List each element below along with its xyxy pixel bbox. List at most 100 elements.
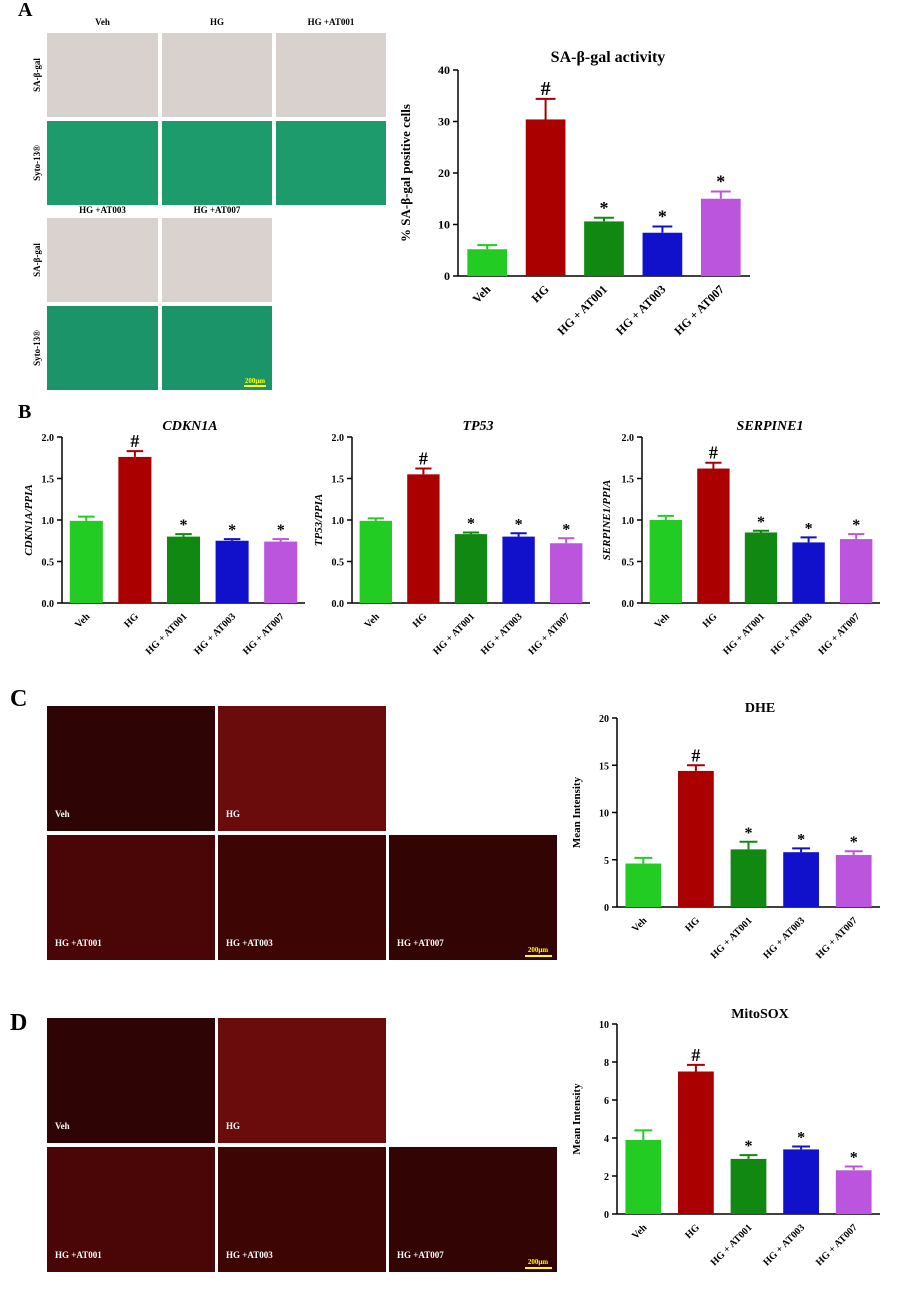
significance-mark: * [805,520,813,537]
x-tick-label: HG + AT001 [555,282,611,338]
micrograph [389,835,557,960]
x-tick-label: HG + AT003 [769,611,815,657]
x-tick-label: Veh [73,611,93,631]
error-bar [686,1063,705,1072]
significance-mark: * [745,825,753,842]
y-axis-label: Mean Intensity [571,776,583,848]
chart-title: DHE [745,701,775,716]
significance-mark: * [852,517,860,534]
chart-title: SA-β-gal activity [551,49,666,66]
significance-mark: # [419,449,428,469]
y-axis-label: Mean Intensity [571,1083,583,1155]
error-bar [652,225,673,233]
panel-label: D [10,1010,27,1036]
y-tick-label: 4 [604,1134,609,1145]
bar [264,541,298,603]
micrograph [276,33,386,117]
x-tick-label: Veh [363,611,383,631]
x-tick-label: HG + AT003 [761,1222,807,1268]
image-label: HG [226,809,240,819]
bar [215,540,249,603]
bar [550,543,583,603]
bar [840,539,873,603]
x-tick-label: HG [701,611,720,630]
x-tick-label: HG + AT001 [709,915,755,961]
significance-mark: * [228,522,236,539]
bar [835,1170,872,1214]
image-label: HG +AT003 [226,1250,273,1260]
x-tick-label: Veh [630,1222,650,1242]
x-tick-label: HG + AT001 [721,611,767,657]
y-tick-label: 1.0 [42,516,55,527]
panel-label: A [18,0,33,21]
micrograph [47,121,158,205]
bar [678,1071,714,1214]
y-axis-label: SERPINE1/PPIA [601,480,613,561]
error-bar [752,529,770,533]
y-tick-label: 0.0 [42,599,55,610]
error-bar [634,856,653,864]
x-tick-label: HG + AT003 [192,611,238,657]
y-axis-label: TP53/PPIA [313,494,325,547]
significance-mark: * [515,516,523,533]
error-bar [792,847,811,853]
image-label: HG +AT001 [55,1250,102,1260]
panel-label: C [10,686,27,712]
bar [625,1139,662,1214]
y-tick-label: 10 [599,809,609,820]
error-bar [477,244,498,250]
micrograph [218,706,386,831]
y-axis-label: % SA-β-gal positive cells [398,104,413,242]
bar [783,852,819,907]
error-bar [535,97,556,120]
y-tick-label: 8 [604,1058,609,1069]
y-tick-label: 15 [599,761,609,772]
error-bar [634,1129,653,1140]
y-tick-label: 0.5 [332,558,345,569]
y-tick-label: 2.0 [42,433,55,444]
x-tick-label: HG [122,611,141,630]
x-tick-label: Veh [630,915,650,935]
y-tick-label: 5 [604,856,609,867]
x-tick-label: HG [529,282,552,305]
x-tick-label: HG + AT001 [709,1222,755,1268]
scale-label: 200μm [528,946,548,954]
bar [166,536,201,603]
bar [792,542,825,603]
x-tick-label: HG + AT007 [526,611,572,657]
image-label: HG +AT003 [226,938,273,948]
image-label: Veh [55,1121,70,1131]
bar [454,534,488,603]
significance-mark: * [180,517,188,534]
error-bar [78,515,95,521]
x-tick-label: Veh [470,282,494,306]
bar [697,468,730,603]
y-tick-label: 0.5 [42,558,55,569]
error-bar [739,840,758,850]
x-tick-label: HG + AT007 [671,282,727,338]
significance-mark: * [600,198,609,218]
significance-mark: * [562,521,570,538]
error-bar [558,537,575,544]
bar [730,849,767,907]
image-row-label: SA-β-gal [32,243,42,277]
error-bar [739,1154,758,1159]
image-row-label: SA-β-gal [32,58,42,92]
x-tick-label: HG + AT003 [479,611,525,657]
error-bar [686,764,705,771]
micrograph [47,218,158,302]
micrograph [276,121,386,205]
micrograph [218,835,386,960]
bar [359,520,392,603]
y-tick-label: 40 [438,63,450,77]
micrograph [47,306,158,390]
image-column-label: HG +AT003 [79,205,126,215]
x-tick-label: HG + AT007 [814,1222,860,1268]
y-tick-label: 1.0 [622,516,635,527]
bar [502,536,535,603]
significance-mark: * [797,831,805,848]
micrograph [218,1147,386,1272]
panel-label: B [18,401,31,423]
y-tick-label: 0 [444,269,450,283]
